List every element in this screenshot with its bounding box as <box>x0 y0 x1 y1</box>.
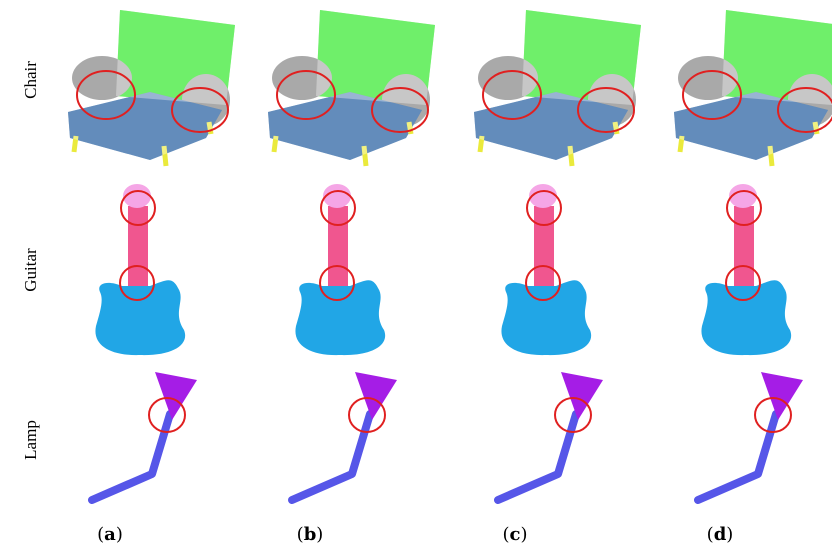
column-label-part: b <box>304 524 317 545</box>
row-label: Guitar <box>21 248 40 292</box>
page: ChairGuitarLamp(a)(b)(c)(d) (() => { con… <box>0 0 832 549</box>
panel-d <box>674 10 832 500</box>
column-label: (d) <box>707 524 734 545</box>
column-label-part: c <box>510 524 521 545</box>
column-label-part: a <box>104 524 116 545</box>
column-label-part: ) <box>520 524 527 545</box>
column-label-part: d <box>714 524 727 545</box>
column-label-part: ( <box>707 524 714 545</box>
column-label-part: ( <box>97 524 104 545</box>
row-label: Chair <box>21 61 40 99</box>
column-label-part: ) <box>116 524 123 545</box>
column-label-part: ) <box>316 524 323 545</box>
column-label: (b) <box>297 524 324 545</box>
column-label: (c) <box>502 524 527 545</box>
column-label-part: ( <box>502 524 509 545</box>
column-label: (a) <box>97 524 123 545</box>
column-label-part: ) <box>726 524 733 545</box>
figure: ChairGuitarLamp(a)(b)(c)(d) <box>0 0 832 549</box>
row-label: Lamp <box>21 420 40 460</box>
column-label-part: ( <box>297 524 304 545</box>
panel-b <box>268 10 435 500</box>
panel-c <box>474 10 641 500</box>
panel-a <box>68 10 235 500</box>
